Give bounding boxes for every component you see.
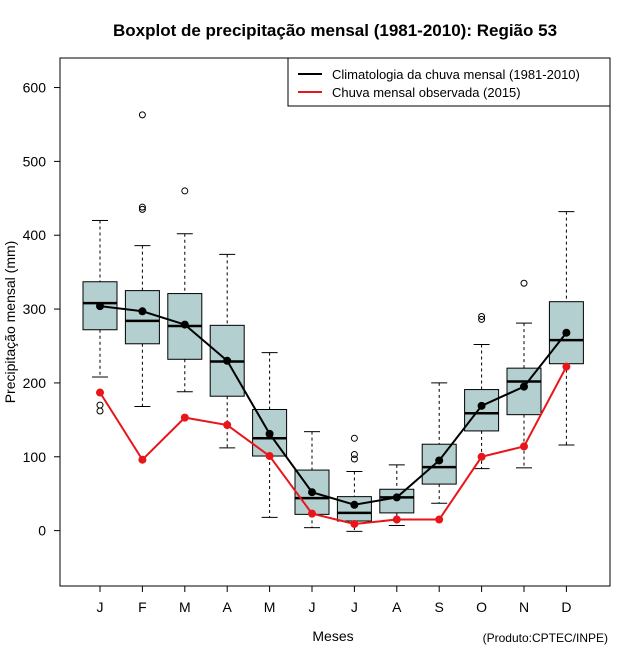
outlier-point: [478, 315, 486, 323]
series-point: [223, 356, 232, 365]
box-10: [464, 312, 500, 470]
outlier-point: [96, 401, 104, 409]
outlier-point: [350, 434, 358, 442]
series-point: [435, 515, 444, 524]
outlier-point: [350, 455, 358, 463]
x-axis-label: Meses: [312, 628, 353, 644]
y-tick-label: 400: [23, 227, 47, 243]
series-point: [223, 421, 232, 430]
series-point: [520, 382, 528, 391]
box-iqr: [124, 290, 160, 345]
x-tick-label: D: [561, 599, 571, 615]
outlier-point: [181, 187, 189, 195]
legend-label-climatology: Climatologia da chuva mensal (1981-2010): [332, 67, 580, 82]
chart-title: Boxplot de precipitação mensal (1981-201…: [113, 21, 557, 40]
y-tick-label: 600: [23, 80, 47, 96]
series-line-climatology: [99, 305, 568, 506]
series-point: [562, 328, 571, 337]
series-point: [477, 452, 486, 461]
boxes: [82, 111, 584, 532]
y-tick-label: 0: [38, 523, 46, 539]
y-tick-label: 500: [23, 153, 47, 169]
series-lines: [96, 302, 571, 528]
box-7: [336, 434, 372, 532]
series-point: [180, 320, 189, 329]
series-point: [308, 488, 316, 497]
series-point: [477, 401, 486, 410]
y-axis: 0 100 200 300 400 500 600: [23, 80, 60, 539]
credit-text: (Produto:CPTEC/INPE): [483, 631, 608, 645]
legend-box: [287, 57, 611, 107]
series-point: [308, 509, 316, 518]
x-tick-label: M: [264, 599, 276, 615]
series-point: [392, 515, 401, 524]
outlier-point: [478, 312, 486, 320]
series-point: [562, 362, 571, 371]
series-point: [265, 429, 274, 438]
x-tick-label: S: [435, 599, 444, 615]
series-point: [138, 455, 147, 464]
y-tick-label: 100: [23, 449, 47, 465]
outlier-point: [138, 203, 146, 211]
x-tick-label: A: [223, 599, 233, 615]
y-axis-label: Precipitação mensal (mm): [2, 241, 18, 404]
series-line-observed: [99, 366, 568, 525]
x-tick-label: A: [392, 599, 402, 615]
series-point: [392, 493, 401, 502]
outlier-point: [520, 279, 528, 287]
box-2: [124, 111, 160, 408]
x-tick-label: O: [476, 599, 487, 615]
series-point: [138, 307, 147, 316]
legend: Climatologia da chuva mensal (1981-2010)…: [287, 57, 611, 107]
series-point: [96, 388, 104, 397]
outlier-point: [138, 205, 146, 213]
x-tick-label: M: [179, 599, 191, 615]
series-point: [180, 413, 189, 422]
x-tick-label: F: [138, 599, 147, 615]
y-tick-label: 300: [23, 301, 47, 317]
x-tick-label: J: [97, 599, 104, 615]
series-point: [350, 519, 359, 528]
box-11: [506, 279, 542, 469]
box-1: [82, 219, 118, 415]
series-point: [435, 456, 444, 465]
series-point: [265, 452, 274, 461]
outlier-point: [138, 111, 146, 119]
x-tick-label: N: [519, 599, 529, 615]
x-tick-label: J: [309, 599, 316, 615]
box-3: [167, 187, 203, 393]
series-point: [96, 302, 104, 311]
y-tick-label: 200: [23, 375, 47, 391]
x-tick-label: J: [351, 599, 358, 615]
box-iqr: [464, 389, 500, 432]
box-12: [548, 211, 584, 446]
outlier-point: [350, 451, 358, 459]
box-9: [421, 382, 457, 504]
series-point: [350, 500, 359, 509]
outlier-point: [96, 407, 104, 415]
legend-label-observed: Chuva mensal observada (2015): [332, 85, 521, 100]
series-point: [520, 442, 528, 451]
